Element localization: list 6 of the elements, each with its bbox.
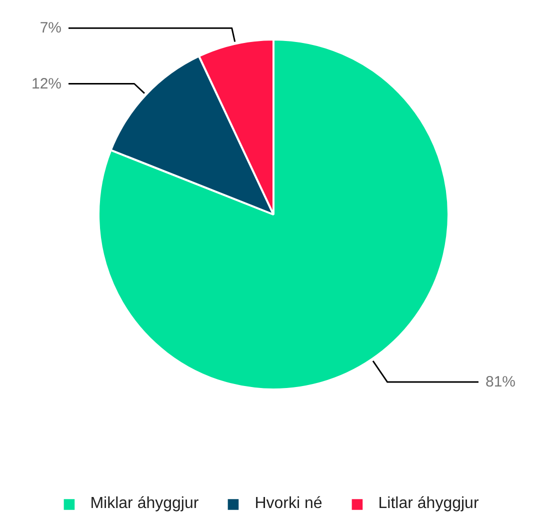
- legend-label: Litlar áhyggjur: [378, 495, 479, 513]
- legend-label: Hvorki né: [254, 495, 322, 513]
- data-label: 12%: [31, 75, 62, 92]
- data-label: 7%: [40, 20, 62, 37]
- legend-label: Miklar áhyggjur: [90, 495, 199, 513]
- data-label: 81%: [486, 374, 516, 391]
